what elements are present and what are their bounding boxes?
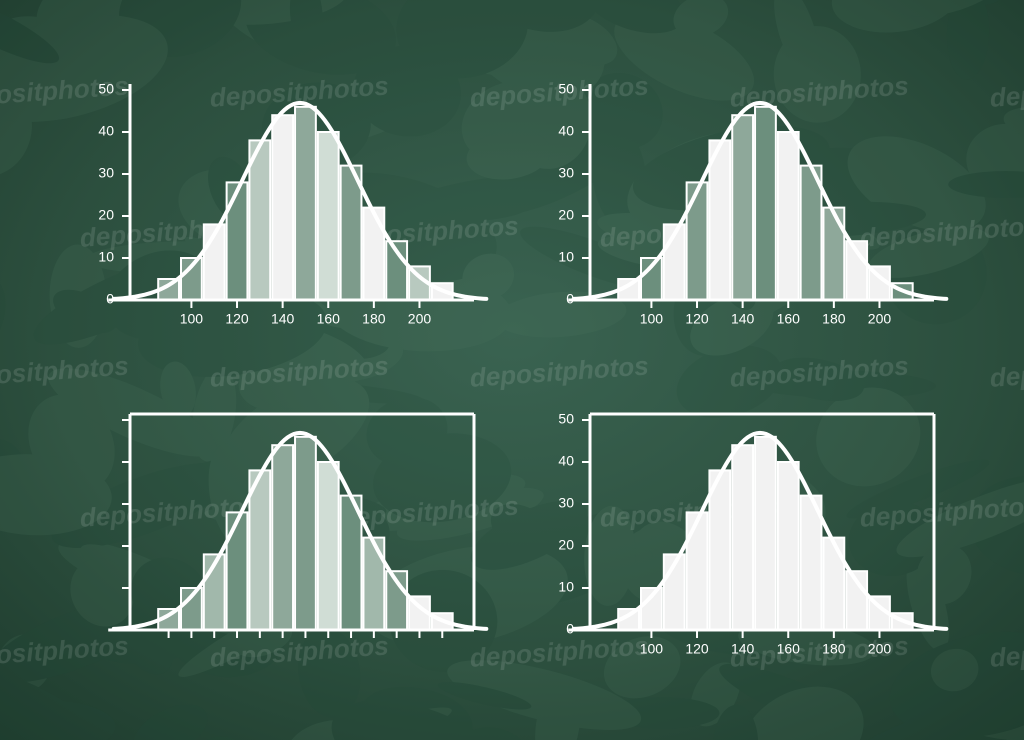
histogram-bar <box>687 182 708 300</box>
x-tick-label: 140 <box>271 311 295 327</box>
histogram-bar <box>732 115 753 300</box>
y-tick-label: 40 <box>558 453 574 469</box>
x-tick-label: 200 <box>868 311 892 327</box>
y-tick-label: 0 <box>106 291 114 307</box>
x-tick-label: 180 <box>362 311 386 327</box>
histogram-bar <box>249 470 270 630</box>
y-tick-label: 10 <box>558 579 574 595</box>
y-tick-label: 20 <box>558 207 574 223</box>
y-tick-label: 50 <box>558 81 574 97</box>
y-tick-label: 40 <box>558 123 574 139</box>
histogram-bar <box>272 115 293 300</box>
histogram-bar <box>249 140 270 300</box>
histogram-bar <box>755 107 776 300</box>
x-tick-label: 200 <box>868 641 892 657</box>
histogram-bar <box>755 437 776 630</box>
y-tick-label: 30 <box>558 165 574 181</box>
histogram-bar <box>687 512 708 630</box>
x-tick-label: 160 <box>777 311 801 327</box>
histogram-bar <box>732 445 753 630</box>
x-tick-label: 140 <box>731 641 755 657</box>
y-tick-label: 20 <box>558 537 574 553</box>
histogram-bar <box>778 132 799 300</box>
histogram-bar <box>709 140 730 300</box>
y-tick-label: 0 <box>566 291 574 307</box>
histogram-bar <box>778 462 799 630</box>
x-tick-label: 120 <box>685 641 709 657</box>
y-tick-label: 50 <box>558 411 574 427</box>
histogram-bar <box>227 182 248 300</box>
x-tick-label: 160 <box>317 311 341 327</box>
y-tick-label: 10 <box>558 249 574 265</box>
x-tick-label: 180 <box>822 311 846 327</box>
y-tick-label: 50 <box>98 81 114 97</box>
x-tick-label: 100 <box>180 311 204 327</box>
histogram-bar <box>318 462 339 630</box>
y-tick-label: 20 <box>98 207 114 223</box>
histogram-bar <box>295 437 316 630</box>
y-tick-label: 40 <box>98 123 114 139</box>
y-tick-label: 30 <box>558 495 574 511</box>
histogram-bar <box>272 445 293 630</box>
chalkboard-canvas: depositphotosdepositphotosdepositphotosd… <box>0 0 1024 740</box>
histogram-bar <box>295 107 316 300</box>
x-tick-label: 200 <box>408 311 432 327</box>
histogram-bar <box>823 538 844 630</box>
histogram-bar <box>318 132 339 300</box>
histogram-bar <box>823 208 844 300</box>
x-tick-label: 120 <box>685 311 709 327</box>
x-tick-label: 100 <box>640 641 664 657</box>
histogram-bar <box>709 470 730 630</box>
histogram-bar <box>227 512 248 630</box>
y-tick-label: 10 <box>98 249 114 265</box>
y-tick-label: 30 <box>98 165 114 181</box>
x-tick-label: 120 <box>225 311 249 327</box>
y-tick-label: 0 <box>566 621 574 637</box>
x-tick-label: 160 <box>777 641 801 657</box>
x-tick-label: 100 <box>640 311 664 327</box>
histogram-bar <box>363 538 384 630</box>
histogram-bar <box>363 208 384 300</box>
x-tick-label: 140 <box>731 311 755 327</box>
x-tick-label: 180 <box>822 641 846 657</box>
